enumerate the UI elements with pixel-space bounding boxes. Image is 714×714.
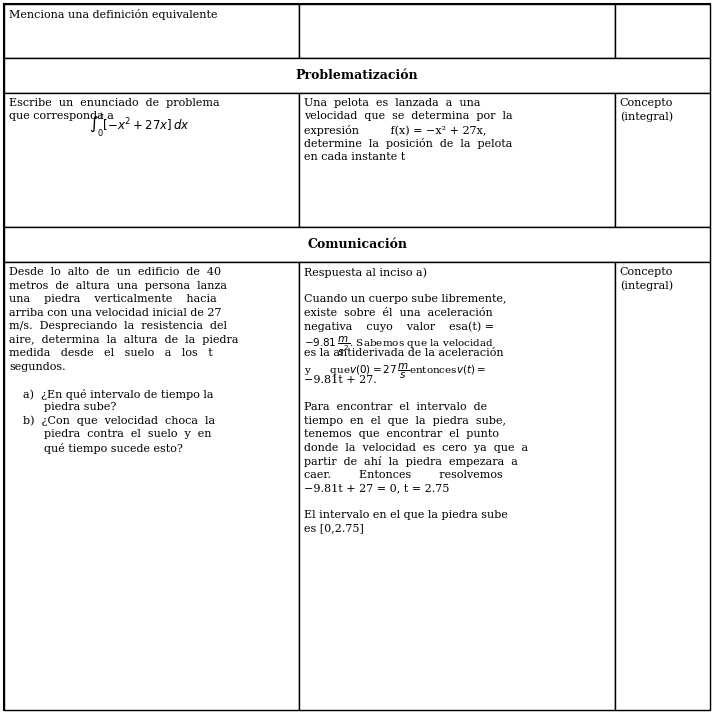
- Text: Para  encontrar  el  intervalo  de: Para encontrar el intervalo de: [304, 402, 487, 412]
- Text: Comunicación: Comunicación: [307, 238, 407, 251]
- Text: $-9.81\,\dfrac{m}{s^2}$. Sabemos que la velocidad: $-9.81\,\dfrac{m}{s^2}$. Sabemos que la …: [304, 334, 494, 358]
- Text: Concepto: Concepto: [620, 98, 673, 108]
- Text: (integral): (integral): [620, 281, 673, 291]
- Bar: [299, 4, 615, 58]
- Text: Menciona una definición equivalente: Menciona una definición equivalente: [9, 9, 218, 20]
- Bar: [299, 262, 615, 710]
- Text: Concepto: Concepto: [620, 267, 673, 277]
- Text: es [0,2.75]: es [0,2.75]: [304, 523, 364, 533]
- Bar: [4, 4, 299, 58]
- Text: $\int_0^t[-x^2+27x]\,dx$: $\int_0^t[-x^2+27x]\,dx$: [89, 111, 189, 139]
- Text: caer.        Entonces        resolvemos: caer. Entonces resolvemos: [304, 470, 503, 480]
- Text: qué tiempo sucede esto?: qué tiempo sucede esto?: [9, 443, 183, 453]
- Text: Escribe  un  enunciado  de  problema: Escribe un enunciado de problema: [9, 98, 220, 108]
- Bar: [4, 228, 710, 262]
- Bar: [4, 262, 299, 710]
- Text: expresión         f(x) = −x² + 27x,: expresión f(x) = −x² + 27x,: [304, 124, 486, 136]
- Text: piedra  contra  el  suelo  y  en: piedra contra el suelo y en: [9, 429, 211, 439]
- Bar: [299, 93, 615, 228]
- Bar: [615, 93, 710, 228]
- Bar: [615, 4, 710, 58]
- Text: El intervalo en el que la piedra sube: El intervalo en el que la piedra sube: [304, 510, 508, 520]
- Text: y      que$v(0) = 27\,\dfrac{m}{s}$entonces$v(t) =$: y que$v(0) = 27\,\dfrac{m}{s}$entonces$v…: [304, 361, 486, 381]
- Bar: [4, 58, 710, 93]
- Text: −9.81t + 27.: −9.81t + 27.: [304, 375, 377, 385]
- Text: Respuesta al inciso a): Respuesta al inciso a): [304, 267, 427, 278]
- Text: Desde  lo  alto  de  un  edificio  de  40: Desde lo alto de un edificio de 40: [9, 267, 221, 277]
- Text: Una  pelota  es  lanzada  a  una: Una pelota es lanzada a una: [304, 98, 481, 108]
- Text: es la antiderivada de la aceleración: es la antiderivada de la aceleración: [304, 348, 504, 358]
- Text: segundos.: segundos.: [9, 361, 66, 371]
- Text: b)  ¿Con  que  velocidad  choca  la: b) ¿Con que velocidad choca la: [9, 416, 215, 426]
- Text: Problematización: Problematización: [296, 69, 418, 81]
- Text: (integral): (integral): [620, 111, 673, 121]
- Text: negativa    cuyo    valor    esa(t) =: negativa cuyo valor esa(t) =: [304, 321, 494, 331]
- Text: en cada instante t: en cada instante t: [304, 151, 406, 161]
- Text: que corresponda a: que corresponda a: [9, 111, 114, 121]
- Text: piedra sube?: piedra sube?: [9, 402, 116, 412]
- Text: donde  la  velocidad  es  cero  ya  que  a: donde la velocidad es cero ya que a: [304, 443, 528, 453]
- Text: partir  de  ahí  la  piedra  empezara  a: partir de ahí la piedra empezara a: [304, 456, 518, 467]
- Text: Cuando un cuerpo sube libremente,: Cuando un cuerpo sube libremente,: [304, 294, 507, 304]
- Text: metros  de  altura  una  persona  lanza: metros de altura una persona lanza: [9, 281, 227, 291]
- Text: medida   desde   el   suelo   a   los   t: medida desde el suelo a los t: [9, 348, 213, 358]
- Text: determine  la  posición  de  la  pelota: determine la posición de la pelota: [304, 138, 513, 149]
- Text: −9.81t + 27 = 0, t = 2.75: −9.81t + 27 = 0, t = 2.75: [304, 483, 450, 493]
- Text: a)  ¿En qué intervalo de tiempo la: a) ¿En qué intervalo de tiempo la: [9, 388, 213, 400]
- Text: tenemos  que  encontrar  el  punto: tenemos que encontrar el punto: [304, 429, 499, 439]
- Text: m/s.  Despreciando  la  resistencia  del: m/s. Despreciando la resistencia del: [9, 321, 227, 331]
- Bar: [615, 262, 710, 710]
- Text: una    piedra    verticalmente    hacia: una piedra verticalmente hacia: [9, 294, 217, 304]
- Text: tiempo  en  el  que  la  piedra  sube,: tiempo en el que la piedra sube,: [304, 416, 506, 426]
- Bar: [4, 93, 299, 228]
- Text: velocidad  que  se  determina  por  la: velocidad que se determina por la: [304, 111, 513, 121]
- Text: aire,  determina  la  altura  de  la  piedra: aire, determina la altura de la piedra: [9, 334, 238, 344]
- Text: arriba con una velocidad inicial de 27: arriba con una velocidad inicial de 27: [9, 308, 221, 318]
- Text: existe  sobre  él  una  aceleración: existe sobre él una aceleración: [304, 308, 493, 318]
